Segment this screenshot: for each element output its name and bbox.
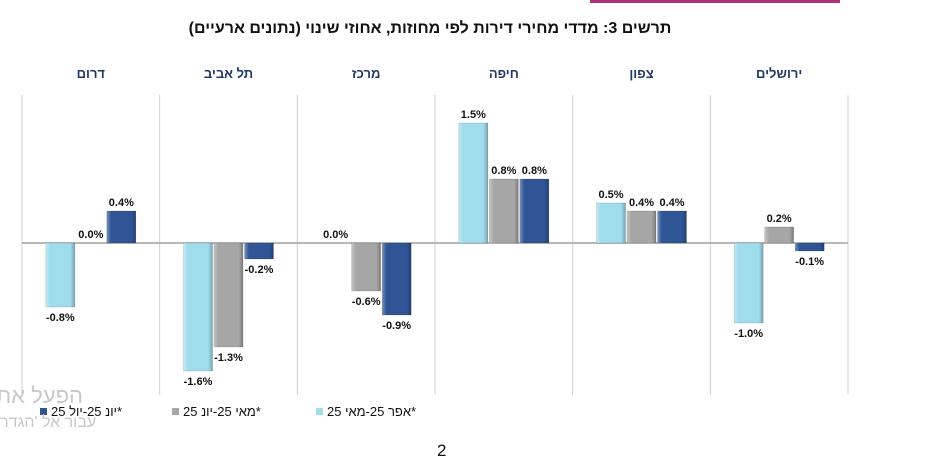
region-label: דרום bbox=[77, 66, 106, 81]
data-label: 0.0% bbox=[323, 229, 348, 241]
bar-shade bbox=[351, 243, 381, 291]
data-label: -0.2% bbox=[245, 264, 274, 276]
bar-shade bbox=[45, 243, 75, 307]
data-label: 0.5% bbox=[598, 189, 623, 201]
data-label: -0.6% bbox=[352, 296, 381, 308]
region-label: צפון bbox=[629, 66, 653, 81]
legend-label: אפר 25-מאי 25* bbox=[327, 404, 417, 419]
bar-shade bbox=[734, 243, 764, 323]
bar-shade bbox=[244, 243, 274, 259]
bar-shade bbox=[596, 203, 626, 243]
data-label: -1.6% bbox=[184, 376, 213, 388]
bar-shade bbox=[382, 243, 412, 315]
bar-shade bbox=[106, 211, 136, 243]
region-label: מרכז bbox=[352, 66, 380, 81]
bar-shade bbox=[214, 243, 243, 347]
region-label: ירושלים bbox=[756, 66, 802, 81]
watermark-line-1: הפעל את bbox=[0, 383, 83, 408]
data-label: 0.2% bbox=[767, 213, 792, 225]
bar-shade bbox=[795, 243, 825, 251]
data-label: -1.3% bbox=[214, 352, 243, 364]
watermark-line-2: עבור אל 'הגדרו bbox=[0, 414, 97, 431]
legend-label: מאי 25-יונ 25* bbox=[183, 404, 261, 419]
legend-item: אפר 25-מאי 25* bbox=[316, 404, 416, 419]
bar-shade bbox=[489, 179, 519, 243]
data-label: 0.4% bbox=[629, 197, 654, 209]
bar-shade bbox=[657, 211, 687, 243]
legend-label: יונ 25-יול 25* bbox=[51, 404, 123, 419]
bar-shade bbox=[183, 243, 213, 371]
page-number: 2 bbox=[437, 441, 447, 460]
bar-shade bbox=[519, 179, 549, 243]
data-label: -0.1% bbox=[795, 256, 824, 268]
region-label: תל אביב bbox=[204, 66, 253, 81]
legend-swatch bbox=[40, 408, 47, 415]
data-label: 0.0% bbox=[78, 229, 103, 241]
data-label: -1.0% bbox=[734, 328, 763, 340]
chart-title: תרשים 3: מדדי מחירי דירות לפי מחוזות, אח… bbox=[188, 20, 672, 37]
data-label: 0.8% bbox=[491, 165, 516, 177]
legend-item: יונ 25-יול 25* bbox=[40, 404, 122, 419]
region-label: חיפה bbox=[489, 66, 519, 81]
data-label: 1.5% bbox=[461, 109, 486, 121]
legend-swatch bbox=[316, 408, 323, 415]
data-label: 0.4% bbox=[659, 197, 684, 209]
top-accent-line bbox=[590, 0, 840, 3]
data-label: 0.4% bbox=[109, 197, 134, 209]
bar-shade bbox=[627, 211, 656, 243]
data-label: -0.8% bbox=[46, 312, 75, 324]
bar-shade bbox=[458, 123, 488, 243]
legend-swatch bbox=[172, 408, 179, 415]
bar-shade bbox=[764, 227, 794, 243]
data-label: 0.8% bbox=[522, 165, 547, 177]
legend-item: מאי 25-יונ 25* bbox=[172, 404, 261, 419]
data-label: -0.9% bbox=[382, 320, 411, 332]
